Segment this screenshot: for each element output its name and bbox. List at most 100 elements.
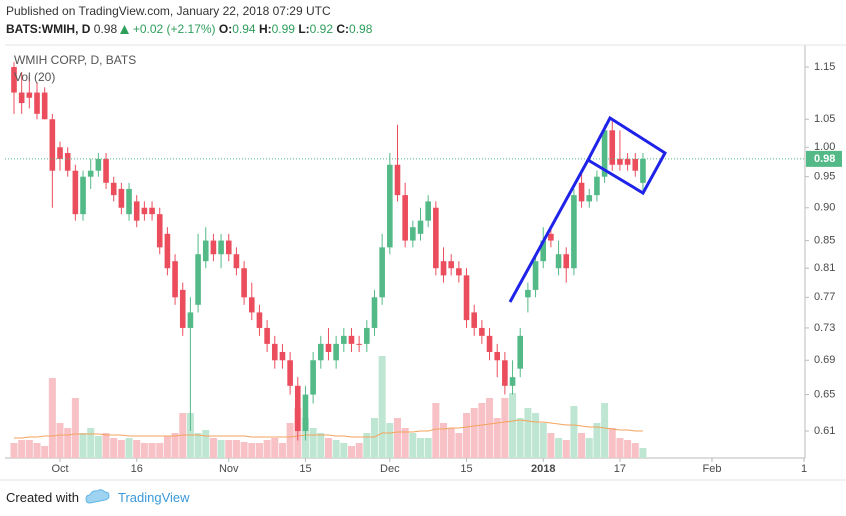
volume-bar <box>56 423 64 458</box>
candle-body <box>95 158 102 171</box>
up-arrow-icon <box>120 25 130 34</box>
candle-body <box>271 343 278 361</box>
tradingview-logo <box>85 489 110 504</box>
candle-body <box>632 158 639 171</box>
candle-body <box>179 289 186 328</box>
volume-bar <box>25 440 33 458</box>
candle-body <box>555 254 562 269</box>
tradingview-link[interactable]: TradingView <box>118 490 190 505</box>
candle-body <box>26 92 33 98</box>
candle-body <box>601 130 608 177</box>
volume-bar <box>255 443 263 458</box>
candle-body <box>417 220 424 234</box>
volume-bar <box>401 428 409 458</box>
candle-body <box>133 201 140 221</box>
volume-bar <box>148 443 156 458</box>
x-tick-label: 16 <box>131 463 143 475</box>
close-value: 0.98 <box>349 22 373 36</box>
volume-bar <box>463 413 471 458</box>
volume-bar <box>102 433 110 458</box>
candle-body <box>256 312 263 328</box>
candle-body <box>248 297 255 313</box>
candle-body <box>425 201 431 221</box>
volume-bar <box>378 356 386 458</box>
candle-body <box>548 233 554 241</box>
x-tick-label: 1 <box>801 463 807 475</box>
candle-body <box>333 343 339 361</box>
candle-body <box>379 247 385 298</box>
volume-bar <box>87 428 95 458</box>
candle-body <box>302 394 309 432</box>
x-tick-label: Feb <box>702 463 721 475</box>
candle-body <box>624 158 631 165</box>
candle-body <box>394 164 401 196</box>
low-value: 0.92 <box>309 22 334 36</box>
volume-bar <box>601 403 609 458</box>
volume-bar <box>240 442 248 458</box>
volume-bar <box>363 433 371 458</box>
marks: 1.15 1.05 1.00 0.95 0.90 0.85 0.81 0.77 0.73 0.69… <box>5 61 842 475</box>
y-tick-label: 0.90 <box>814 202 835 214</box>
candle-body <box>172 261 178 298</box>
created-with: Created with <box>6 490 79 505</box>
volume-bar <box>278 443 286 458</box>
candle-body <box>225 240 232 255</box>
volume-bar <box>478 403 486 458</box>
y-tick-label: 0.65 <box>814 388 835 400</box>
volume-bar <box>194 433 202 458</box>
volume-bar <box>347 446 355 458</box>
candle-body <box>640 158 646 183</box>
x-tick-label: Nov <box>219 463 239 475</box>
candle-body <box>433 207 439 269</box>
y-tick-label: 1.05 <box>814 113 835 125</box>
symbol-line: BATS:WMIH, D 0.98 +0.02 (+2.17%) O:0.94 … <box>6 22 372 36</box>
candle-body <box>617 158 623 165</box>
volume-bar <box>286 423 294 458</box>
volume-bar <box>324 438 332 458</box>
candle-body <box>87 170 94 177</box>
volume-bar <box>447 428 455 458</box>
candle-body <box>241 268 247 298</box>
candle-body <box>195 254 201 305</box>
volume-bar <box>18 440 26 458</box>
candle-body <box>41 92 48 120</box>
candle-body <box>594 176 600 196</box>
volume-bar <box>639 448 647 458</box>
volume-bar <box>493 418 501 458</box>
volume-bar <box>10 443 18 458</box>
candle-body <box>279 352 286 361</box>
symbol: BATS:WMIH, D <box>6 22 91 36</box>
volume-bar <box>394 418 401 458</box>
candle-body <box>164 233 171 269</box>
y-tick-label: 0.81 <box>814 262 835 274</box>
candle-body <box>502 360 508 386</box>
y-tick-label: 1.00 <box>814 141 835 153</box>
volume-bar <box>631 443 639 458</box>
low-label: L: <box>298 22 310 36</box>
volume-bar <box>547 433 555 458</box>
volume-bar <box>585 438 593 458</box>
candle-body <box>110 182 117 196</box>
candle-body <box>72 170 79 215</box>
y-tick-label: 0.61 <box>814 425 835 437</box>
volume-bar <box>225 440 233 458</box>
volume-bar <box>217 440 225 458</box>
candle-body <box>578 182 585 202</box>
candle-body <box>80 176 86 215</box>
candle-body <box>456 268 462 276</box>
volume-bar <box>470 408 478 458</box>
volume-bar <box>163 436 171 458</box>
candle-body <box>440 261 447 276</box>
high-value: 0.99 <box>271 22 295 36</box>
candle-body <box>49 119 56 171</box>
volume-bar <box>409 433 417 458</box>
volume-bar <box>340 443 348 458</box>
volume-bar <box>248 443 256 458</box>
volume-bar <box>516 418 524 458</box>
x-tick-label: 2018 <box>531 463 555 475</box>
volume-bar <box>562 440 570 458</box>
candle-body <box>210 240 217 255</box>
y-tick-label: 0.85 <box>814 234 835 246</box>
